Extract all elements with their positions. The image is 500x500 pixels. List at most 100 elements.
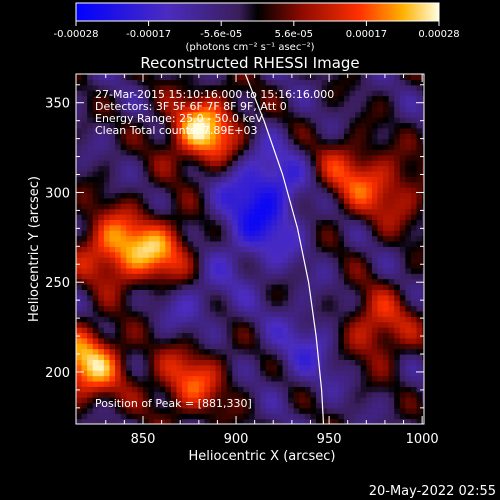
heatmap-cell [226,224,233,231]
heatmap-cell [249,337,256,344]
heatmap-cell [310,327,317,334]
heatmap-cell [388,257,395,264]
heatmap-cell [243,343,250,350]
heatmap-cell [371,100,379,107]
heatmap-cell [98,149,105,156]
heatmap-cell [81,122,88,129]
heatmap-cell [126,386,133,393]
heatmap-cell [87,90,94,97]
heatmap-cell [165,235,172,242]
heatmap-cell [377,310,384,317]
heatmap-cell [405,165,412,172]
heatmap-cell [209,214,217,220]
heatmap-cell [76,348,83,355]
heatmap-cell [182,203,189,210]
heatmap-cell [349,284,356,290]
heatmap-cell [282,332,289,339]
heatmap-cell [388,203,395,210]
heatmap-cell [243,246,250,253]
heatmap-cell [265,380,273,387]
heatmap-cell [226,343,233,350]
heatmap-cell [360,176,367,183]
heatmap-cell [377,251,384,258]
heatmap-cell [371,262,379,269]
heatmap-cell [422,219,424,226]
heatmap-cell [282,310,289,317]
heatmap-cell [148,300,155,307]
heatmap-cell [87,117,94,124]
heatmap-cell [115,294,122,301]
heatmap-cell [355,300,362,307]
heatmap-cell [103,224,111,231]
heatmap-cell [126,257,133,264]
heatmap-cell [226,170,233,177]
heatmap-cell [304,84,312,91]
heatmap-cell [343,289,351,296]
heatmap-cell [410,144,418,150]
heatmap-cell [215,327,222,334]
heatmap-cell [131,144,139,150]
heatmap-cell [254,257,261,264]
heatmap-cell [81,224,88,231]
heatmap-cell [81,343,88,350]
annotation-clean-counts: Clean Total counts: 7.89E+03 [95,124,258,137]
heatmap-cell [399,397,406,404]
heatmap-cell [243,214,250,220]
heatmap-cell [204,407,211,414]
heatmap-cell [131,262,139,269]
colorbar-tick-label: 5.6e-05 [275,29,313,40]
heatmap-cell [321,224,328,231]
heatmap-cell [349,294,356,301]
heatmap-cell [109,380,116,387]
heatmap-cell [388,364,395,371]
heatmap-cell [120,90,127,97]
heatmap-cell [221,133,228,140]
heatmap-cell [304,154,312,161]
heatmap-cell [321,407,328,414]
heatmap-cell [187,84,194,91]
heatmap-cell [343,391,351,398]
heatmap-cell [237,337,245,344]
plot-frame [75,73,425,425]
heatmap-cell [142,181,150,188]
heatmap-cell [416,305,423,312]
heatmap-cell [204,273,211,280]
heatmap-cell [349,122,356,129]
heatmap-cell [159,111,166,118]
heatmap-cell [327,284,334,290]
heatmap-cell [316,122,323,129]
heatmap-cell [288,327,295,334]
heatmap-cell [410,149,418,156]
heatmap-cell [327,348,334,355]
heatmap-cell [282,214,289,220]
heatmap-cell [193,273,200,280]
heatmap-cell [159,84,166,91]
heatmap-cell [327,133,334,140]
heatmap-cell [232,267,239,274]
heatmap-cell [109,251,116,258]
heatmap-cell [299,235,306,242]
heatmap-cell [276,386,284,393]
heatmap-cell [249,370,256,377]
heatmap-cell [349,310,356,317]
colorbar-tick-label: 0.00017 [346,29,387,40]
heatmap-cell [310,214,317,220]
heatmap-cell [260,187,267,194]
heatmap-cell [327,240,334,247]
heatmap-cell [204,240,211,247]
heatmap-cell [154,79,161,86]
heatmap-cell [422,117,424,124]
heatmap-cell [193,397,200,404]
heatmap-cell [249,310,256,317]
heatmap-cell [154,316,161,323]
heatmap-cell [355,267,362,274]
heatmap-cell [142,95,150,102]
heatmap-cell [321,380,328,387]
heatmap-cell [422,348,424,355]
heatmap-cell [249,273,256,280]
heatmap-cell [187,332,194,339]
heatmap-cell [383,197,390,204]
heatmap-cell [271,251,278,258]
heatmap-cell [204,170,211,177]
heatmap-cell [243,262,250,269]
